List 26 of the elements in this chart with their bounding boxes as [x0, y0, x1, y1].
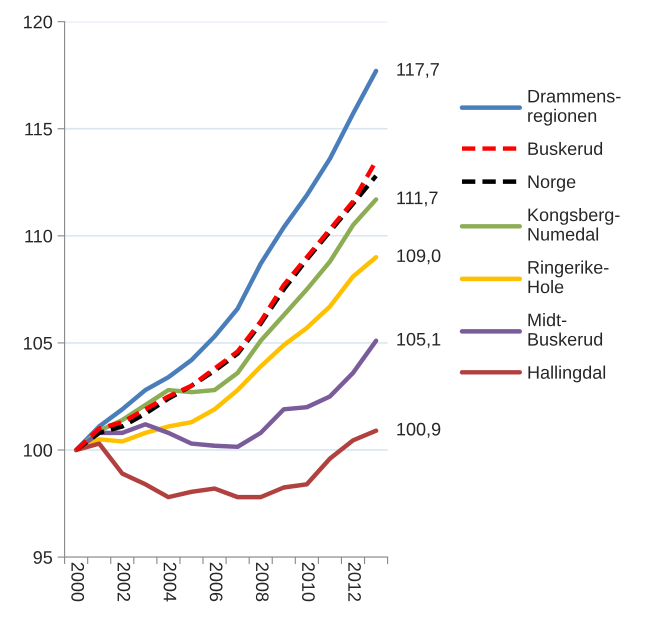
x-tick-label: 2004	[164, 562, 176, 602]
x-tick-label: 2010	[302, 562, 315, 602]
y-tick-label: 105	[24, 336, 52, 350]
line-series	[74, 428, 378, 500]
y-tick-label: 115	[25, 122, 52, 136]
x-tick-label: 2000	[71, 562, 84, 602]
data-label: 109,0	[397, 249, 440, 264]
legend-label: Drammens- regionen	[528, 90, 620, 126]
x-tick-label: 2006	[210, 562, 223, 602]
x-tick-label: 2008	[256, 562, 269, 602]
data-label: 111,7	[397, 192, 438, 206]
legend-label: Buskerud	[528, 142, 602, 156]
legend-label: Kongsberg- Numedal	[528, 208, 620, 241]
data-label: 105,1	[397, 332, 440, 348]
legend-label: Ringerike- Hole	[528, 260, 608, 294]
y-tick-label: 100	[24, 444, 52, 457]
legend-label: Midt- Buskerud	[528, 313, 602, 346]
y-tick-label: 120	[24, 16, 52, 28]
y-tick-label: 110	[25, 230, 52, 243]
data-label: 117,7	[397, 63, 439, 78]
legend-label: Hallingdal	[528, 366, 606, 382]
data-label: 100,9	[397, 422, 440, 438]
y-tick-label: 95	[34, 551, 52, 564]
x-tick-label: 2012	[348, 562, 361, 602]
legend-label: Norge	[528, 176, 576, 192]
x-tick-label: 2002	[117, 562, 130, 602]
